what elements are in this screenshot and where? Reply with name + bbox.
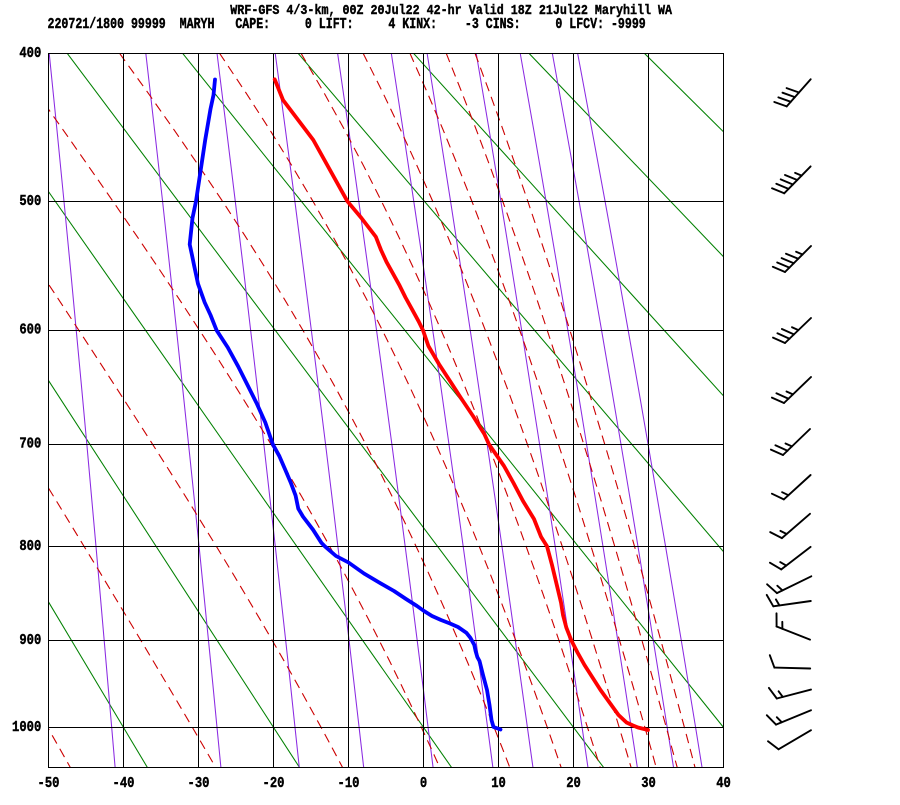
svg-text:30: 30	[641, 776, 656, 792]
svg-text:700: 700	[19, 436, 41, 452]
svg-text:-40: -40	[113, 776, 135, 792]
svg-text:500: 500	[19, 194, 41, 210]
svg-text:40: 40	[716, 776, 731, 792]
svg-text:600: 600	[19, 323, 41, 339]
svg-text:10: 10	[491, 776, 506, 792]
svg-text:-50: -50	[38, 776, 60, 792]
svg-text:20: 20	[566, 776, 581, 792]
svg-text:400: 400	[19, 46, 41, 62]
svg-text:800: 800	[19, 539, 41, 555]
svg-text:900: 900	[19, 633, 41, 649]
svg-text:-30: -30	[188, 776, 210, 792]
svg-text:0: 0	[420, 776, 427, 792]
svg-text:-10: -10	[338, 776, 360, 792]
svg-text:1000: 1000	[12, 720, 41, 736]
svg-text:-20: -20	[263, 776, 285, 792]
svg-text:220721/1800 99999 MARYH CAP: 220721/1800 99999 MARYH CAPE: 0 LIFT: 4 …	[48, 16, 646, 33]
